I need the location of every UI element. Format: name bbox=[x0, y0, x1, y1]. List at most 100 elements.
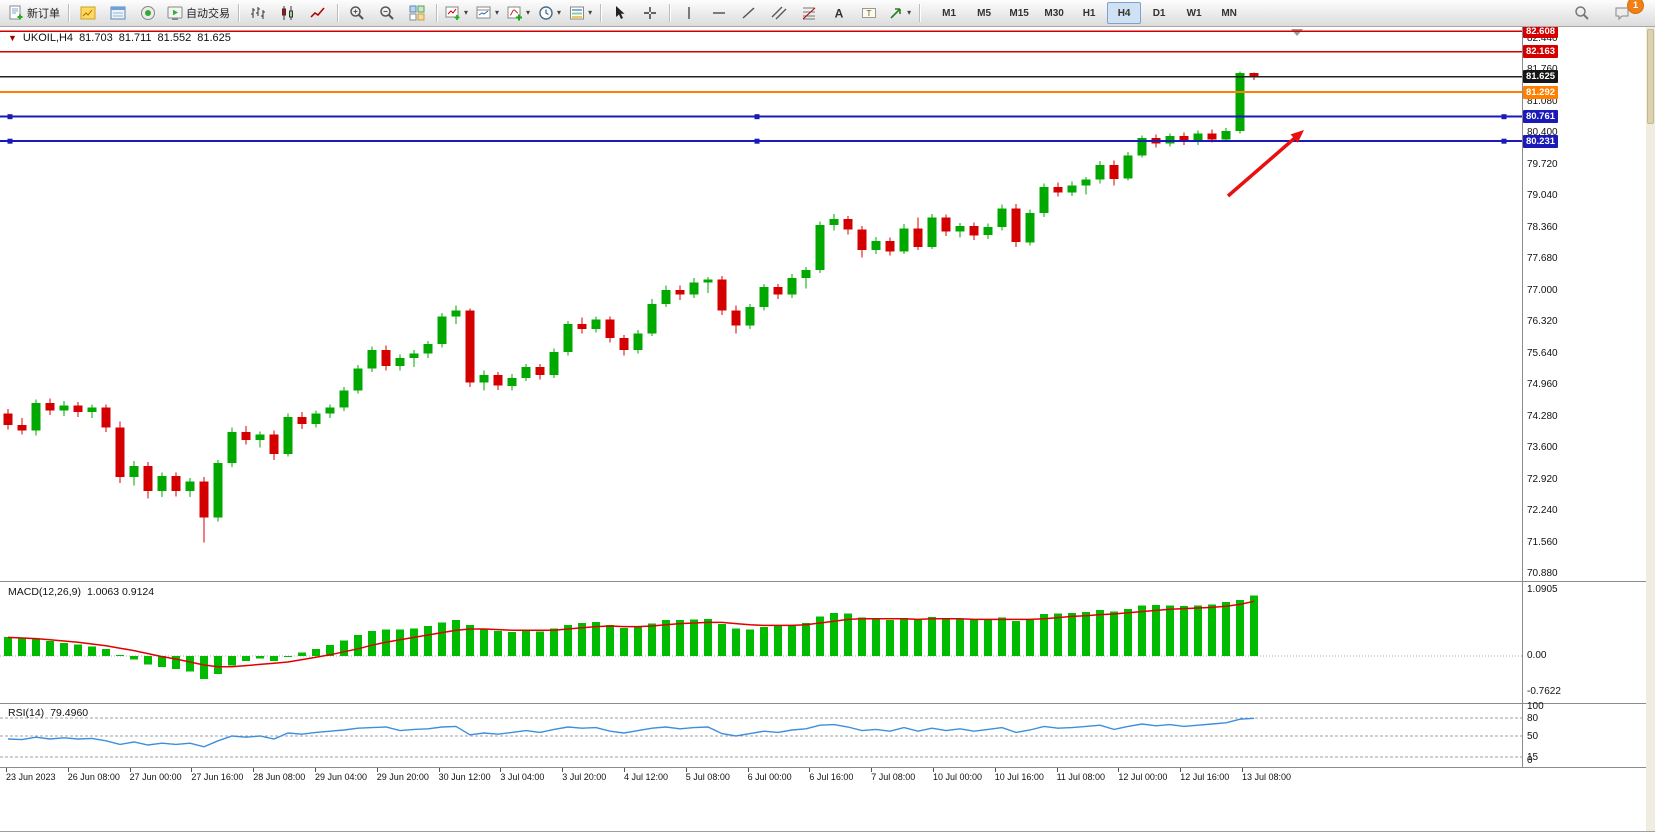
svg-text:A: A bbox=[835, 7, 844, 21]
chart-svg bbox=[0, 29, 1522, 758]
open-value: 81.703 bbox=[79, 32, 113, 44]
price-tick-label: 79.040 bbox=[1527, 190, 1558, 202]
price-tick-label: 82.440 bbox=[1527, 33, 1558, 44]
fibonacci-tool-button[interactable] bbox=[794, 1, 824, 25]
price-badge: 80.231 bbox=[1523, 134, 1558, 148]
price-tick-label: 75.640 bbox=[1527, 347, 1558, 359]
price-badge: 80.761 bbox=[1523, 110, 1558, 124]
zoom-in-button[interactable] bbox=[342, 1, 372, 25]
tf-button-h4[interactable]: H4 bbox=[1107, 2, 1142, 24]
cursor-button[interactable] bbox=[605, 1, 635, 25]
tf-button-w1[interactable]: W1 bbox=[1186, 7, 1202, 19]
separator bbox=[238, 4, 239, 22]
channel-tool-button[interactable] bbox=[764, 1, 794, 25]
tile-windows-button[interactable] bbox=[402, 1, 432, 25]
bar-chart-button[interactable] bbox=[243, 1, 273, 25]
tf-button-m5[interactable]: M5 bbox=[977, 7, 992, 19]
data-window-button[interactable] bbox=[103, 1, 133, 25]
line-chart-button[interactable] bbox=[303, 1, 333, 25]
zoom-in-icon bbox=[350, 6, 364, 20]
separator bbox=[669, 4, 671, 22]
cursor-icon bbox=[616, 6, 625, 19]
macd-rsi-separator[interactable] bbox=[0, 703, 1646, 704]
macd-axis-label: 1.0905 bbox=[1527, 584, 1558, 595]
templates-button[interactable]: ▾ bbox=[565, 1, 596, 25]
new-chart-icon bbox=[445, 6, 460, 20]
rsi-label: RSI(14) 79.4960 bbox=[8, 707, 88, 719]
macd-label: MACD(12,26,9) 1.0063 0.9124 bbox=[8, 586, 154, 598]
horizontal-line-80.231[interactable] bbox=[0, 138, 1522, 144]
label-tool-button[interactable]: T bbox=[854, 1, 884, 25]
close-value: 81.625 bbox=[197, 32, 231, 44]
zoom-out-button[interactable] bbox=[372, 1, 402, 25]
scrollbar-thumb[interactable] bbox=[1647, 29, 1654, 124]
market-watch-icon bbox=[80, 6, 96, 20]
search-button[interactable] bbox=[1567, 1, 1597, 25]
vertical-line-tool-button[interactable] bbox=[674, 1, 704, 25]
tile-windows-icon bbox=[409, 5, 425, 21]
periods-button[interactable]: ▾ bbox=[534, 1, 565, 25]
rsi-axis-label: 0 bbox=[1527, 755, 1533, 766]
tf-button-mn[interactable]: MN bbox=[1221, 7, 1237, 19]
price-tick-label: 74.280 bbox=[1527, 410, 1558, 422]
separator bbox=[919, 4, 921, 22]
price-tick-label: 78.360 bbox=[1527, 221, 1558, 233]
chart-profiles-button[interactable]: ▾ bbox=[472, 1, 503, 25]
text-icon: A bbox=[835, 7, 844, 21]
separator bbox=[68, 4, 69, 22]
shapes-button[interactable]: ▾ bbox=[884, 1, 915, 25]
indicators-icon bbox=[507, 6, 523, 21]
periods-clock-icon bbox=[539, 6, 553, 20]
vertical-scrollbar[interactable] bbox=[1646, 27, 1655, 831]
line-chart-icon bbox=[310, 7, 325, 18]
price-tick-label: 72.240 bbox=[1527, 505, 1558, 517]
annotation-arrow[interactable] bbox=[1226, 130, 1304, 198]
separator bbox=[436, 4, 437, 22]
trendline-icon bbox=[742, 7, 755, 19]
macd-values: 1.0063 0.9124 bbox=[86, 586, 155, 598]
time-axis-separator bbox=[0, 767, 1646, 768]
text-tool-button[interactable]: A bbox=[824, 1, 854, 25]
notifications-button[interactable]: 1 bbox=[1607, 0, 1644, 25]
timeframe-group: M1 M5 M15 M30 H1 H4 D1 W1 MN bbox=[932, 2, 1246, 24]
search-icon bbox=[1575, 6, 1589, 20]
candlestick-series bbox=[3, 71, 1259, 543]
price-tick-label: 81.080 bbox=[1527, 95, 1558, 107]
notification-badge: 1 bbox=[1627, 0, 1644, 14]
price-tick-label: 77.680 bbox=[1527, 253, 1558, 265]
rsi-axis-label: 50 bbox=[1527, 731, 1539, 742]
autotrading-button[interactable]: 自动交易 bbox=[163, 1, 234, 25]
trendline-tool-button[interactable] bbox=[734, 1, 764, 25]
indicators-button[interactable]: ▾ bbox=[503, 1, 534, 25]
chart-macd-separator[interactable] bbox=[0, 581, 1646, 582]
arrow-shape-icon bbox=[890, 8, 901, 19]
one-click-trading-toggle[interactable]: ▼ bbox=[8, 33, 17, 43]
price-axis-separator bbox=[1522, 27, 1523, 768]
data-window-icon bbox=[110, 6, 126, 20]
tf-button-m15[interactable]: M15 bbox=[1009, 7, 1029, 19]
market-watch-button[interactable] bbox=[73, 1, 103, 25]
candlestick-chart-button[interactable] bbox=[273, 1, 303, 25]
tf-button-m30[interactable]: M30 bbox=[1044, 7, 1064, 19]
navigator-button[interactable] bbox=[133, 1, 163, 25]
new-order-button[interactable]: 新订单 bbox=[4, 1, 64, 25]
tf-button-d1[interactable]: D1 bbox=[1152, 7, 1166, 19]
chart-profiles-icon bbox=[476, 6, 491, 19]
tf-button-m1[interactable]: M1 bbox=[942, 7, 957, 19]
new-chart-button[interactable]: ▾ bbox=[441, 1, 472, 25]
tf-button-h1[interactable]: H1 bbox=[1082, 7, 1096, 19]
macd-signal-line bbox=[7, 600, 1255, 668]
autotrading-label: 自动交易 bbox=[186, 8, 230, 20]
price-tick-label: 77.000 bbox=[1527, 284, 1558, 296]
macd-histogram bbox=[4, 595, 1258, 679]
templates-icon bbox=[570, 6, 585, 20]
new-order-label: 新订单 bbox=[27, 8, 60, 20]
crosshair-button[interactable] bbox=[635, 1, 665, 25]
horizontal-line-80.761[interactable] bbox=[0, 114, 1522, 120]
horizontal-line-tool-button[interactable] bbox=[704, 1, 734, 25]
toolbar: 新订单 自动交易 bbox=[0, 0, 1655, 27]
high-value: 81.711 bbox=[118, 32, 152, 44]
dropdown-arrow-icon: ▾ bbox=[464, 8, 469, 17]
price-badge: 82.163 bbox=[1523, 45, 1558, 59]
macd-axis-label: -0.7622 bbox=[1527, 686, 1561, 697]
